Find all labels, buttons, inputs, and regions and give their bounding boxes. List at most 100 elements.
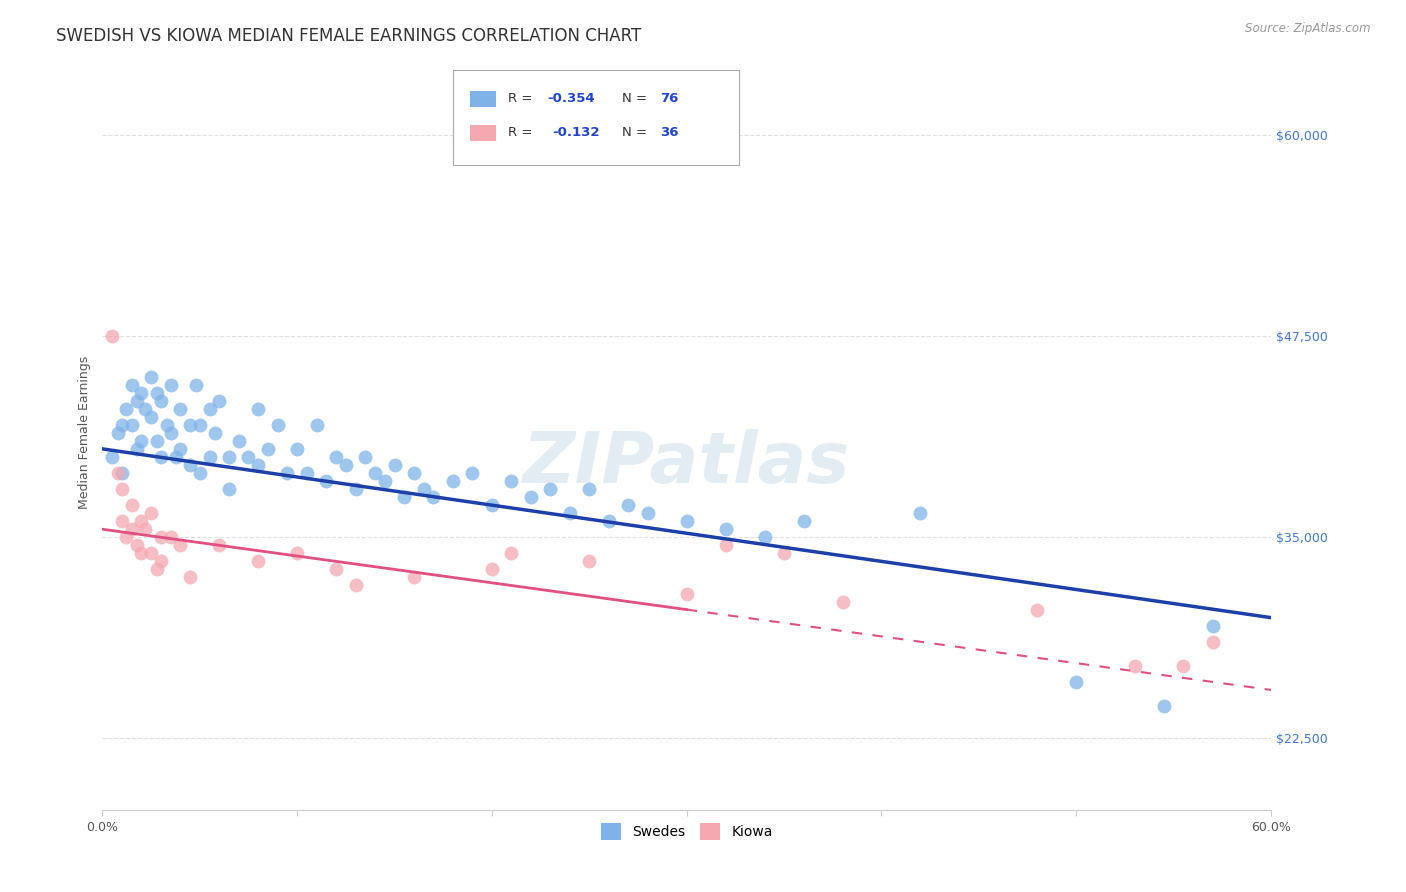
Point [335,458,357,472]
Point [169,538,191,552]
Point [198,401,221,416]
Point [114,401,136,416]
Point [111,417,134,432]
Point [617,498,640,512]
Point [188,417,211,432]
Point [127,393,149,408]
Point [344,482,367,496]
Point [238,450,260,464]
Point [159,530,181,544]
Text: -0.132: -0.132 [553,127,600,139]
Point [295,466,318,480]
Point [285,546,308,560]
Point [121,417,143,432]
Text: SWEDISH VS KIOWA MEDIAN FEMALE EARNINGS CORRELATION CHART: SWEDISH VS KIOWA MEDIAN FEMALE EARNINGS … [56,27,641,45]
Point [384,458,406,472]
Point [402,466,425,480]
Point [247,554,270,568]
Point [831,594,853,608]
Point [325,450,347,464]
Point [1201,618,1223,632]
Point [139,369,162,384]
Point [121,377,143,392]
Point [266,417,288,432]
Point [179,458,201,472]
Point [394,490,416,504]
Point [149,450,172,464]
Point [127,538,149,552]
Point [146,434,169,448]
Point [344,578,367,592]
Point [374,474,396,488]
Point [305,417,328,432]
Point [247,401,270,416]
Point [325,562,347,576]
FancyBboxPatch shape [471,91,496,107]
Point [198,450,221,464]
Point [159,425,181,440]
Text: Source: ZipAtlas.com: Source: ZipAtlas.com [1246,22,1371,36]
Point [754,530,776,544]
Legend: Swedes, Kiowa: Swedes, Kiowa [595,818,779,845]
Point [101,329,124,343]
Point [793,514,815,528]
Point [131,434,153,448]
Point [218,450,240,464]
Text: N =: N = [623,127,651,139]
Point [637,506,659,520]
Point [156,417,179,432]
Text: ZIPatlas: ZIPatlas [523,428,851,498]
Point [910,506,932,520]
Point [354,450,377,464]
Point [714,538,737,552]
Point [114,530,136,544]
Point [422,490,444,504]
Point [184,377,207,392]
Point [179,417,201,432]
Y-axis label: Median Female Earnings: Median Female Earnings [79,356,91,509]
Point [139,546,162,560]
Point [578,482,600,496]
Point [204,425,226,440]
Text: 36: 36 [659,127,678,139]
Point [188,466,211,480]
Point [111,466,134,480]
Point [131,514,153,528]
Point [146,562,169,576]
Point [134,522,156,536]
Point [111,514,134,528]
Point [149,554,172,568]
Point [139,506,162,520]
Point [1153,699,1175,714]
Point [714,522,737,536]
Point [149,393,172,408]
Point [107,466,129,480]
Point [276,466,298,480]
Point [598,514,620,528]
Point [1026,602,1049,616]
Text: 76: 76 [659,93,678,105]
Point [501,474,523,488]
Point [107,425,129,440]
Point [364,466,387,480]
Point [131,385,153,400]
Point [1123,658,1146,673]
Point [1064,674,1087,689]
Point [127,442,149,456]
Point [101,450,124,464]
Text: R =: R = [508,93,537,105]
Point [139,409,162,424]
Point [285,442,308,456]
Text: R =: R = [508,127,541,139]
Point [481,498,503,512]
Point [675,586,697,600]
FancyBboxPatch shape [453,70,740,165]
Point [131,546,153,560]
Point [247,458,270,472]
Point [675,514,697,528]
FancyBboxPatch shape [471,125,496,141]
Point [218,482,240,496]
Point [149,530,172,544]
Point [111,482,134,496]
Point [179,570,201,584]
